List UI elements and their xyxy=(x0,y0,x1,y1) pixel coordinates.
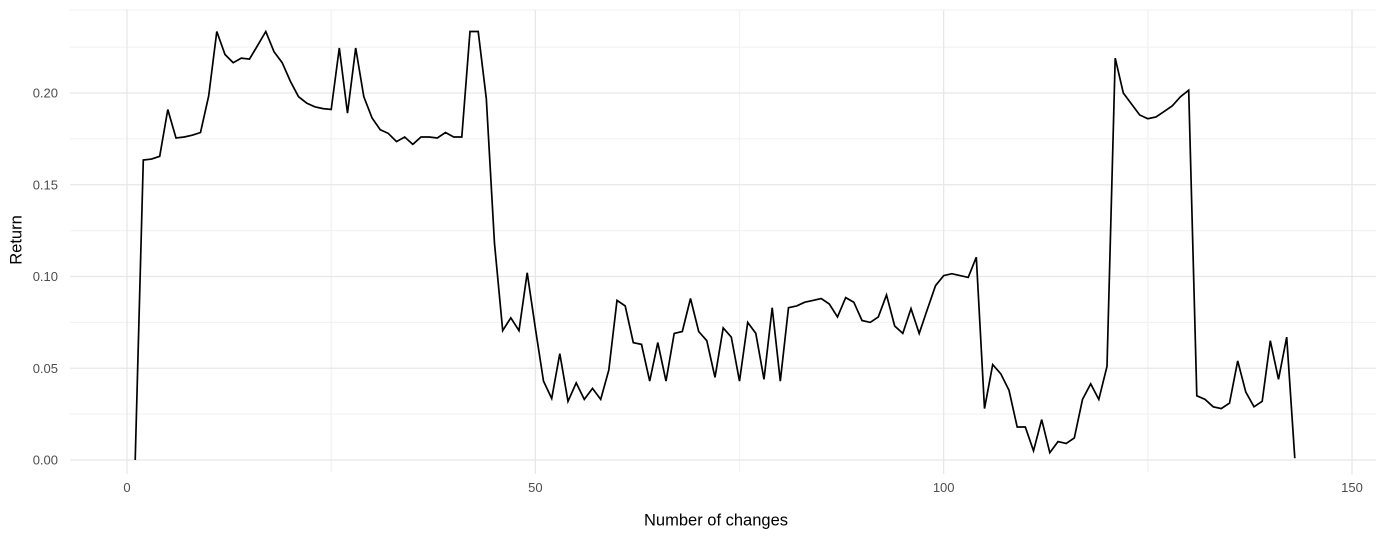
x-axis-title: Number of changes xyxy=(644,511,788,530)
y-tick-label: 0.10 xyxy=(33,269,58,284)
y-tick-label: 0.15 xyxy=(33,177,58,192)
y-tick-label: 0.00 xyxy=(33,453,58,468)
x-tick-label: 0 xyxy=(123,480,130,495)
y-axis-title: Return xyxy=(7,215,26,265)
y-tick-label: 0.05 xyxy=(33,361,58,376)
x-tick-label: 150 xyxy=(1341,480,1363,495)
y-tick-label: 0.20 xyxy=(33,86,58,101)
x-tick-label: 100 xyxy=(933,480,955,495)
x-tick-label: 50 xyxy=(528,480,542,495)
series-line xyxy=(134,29,1296,461)
